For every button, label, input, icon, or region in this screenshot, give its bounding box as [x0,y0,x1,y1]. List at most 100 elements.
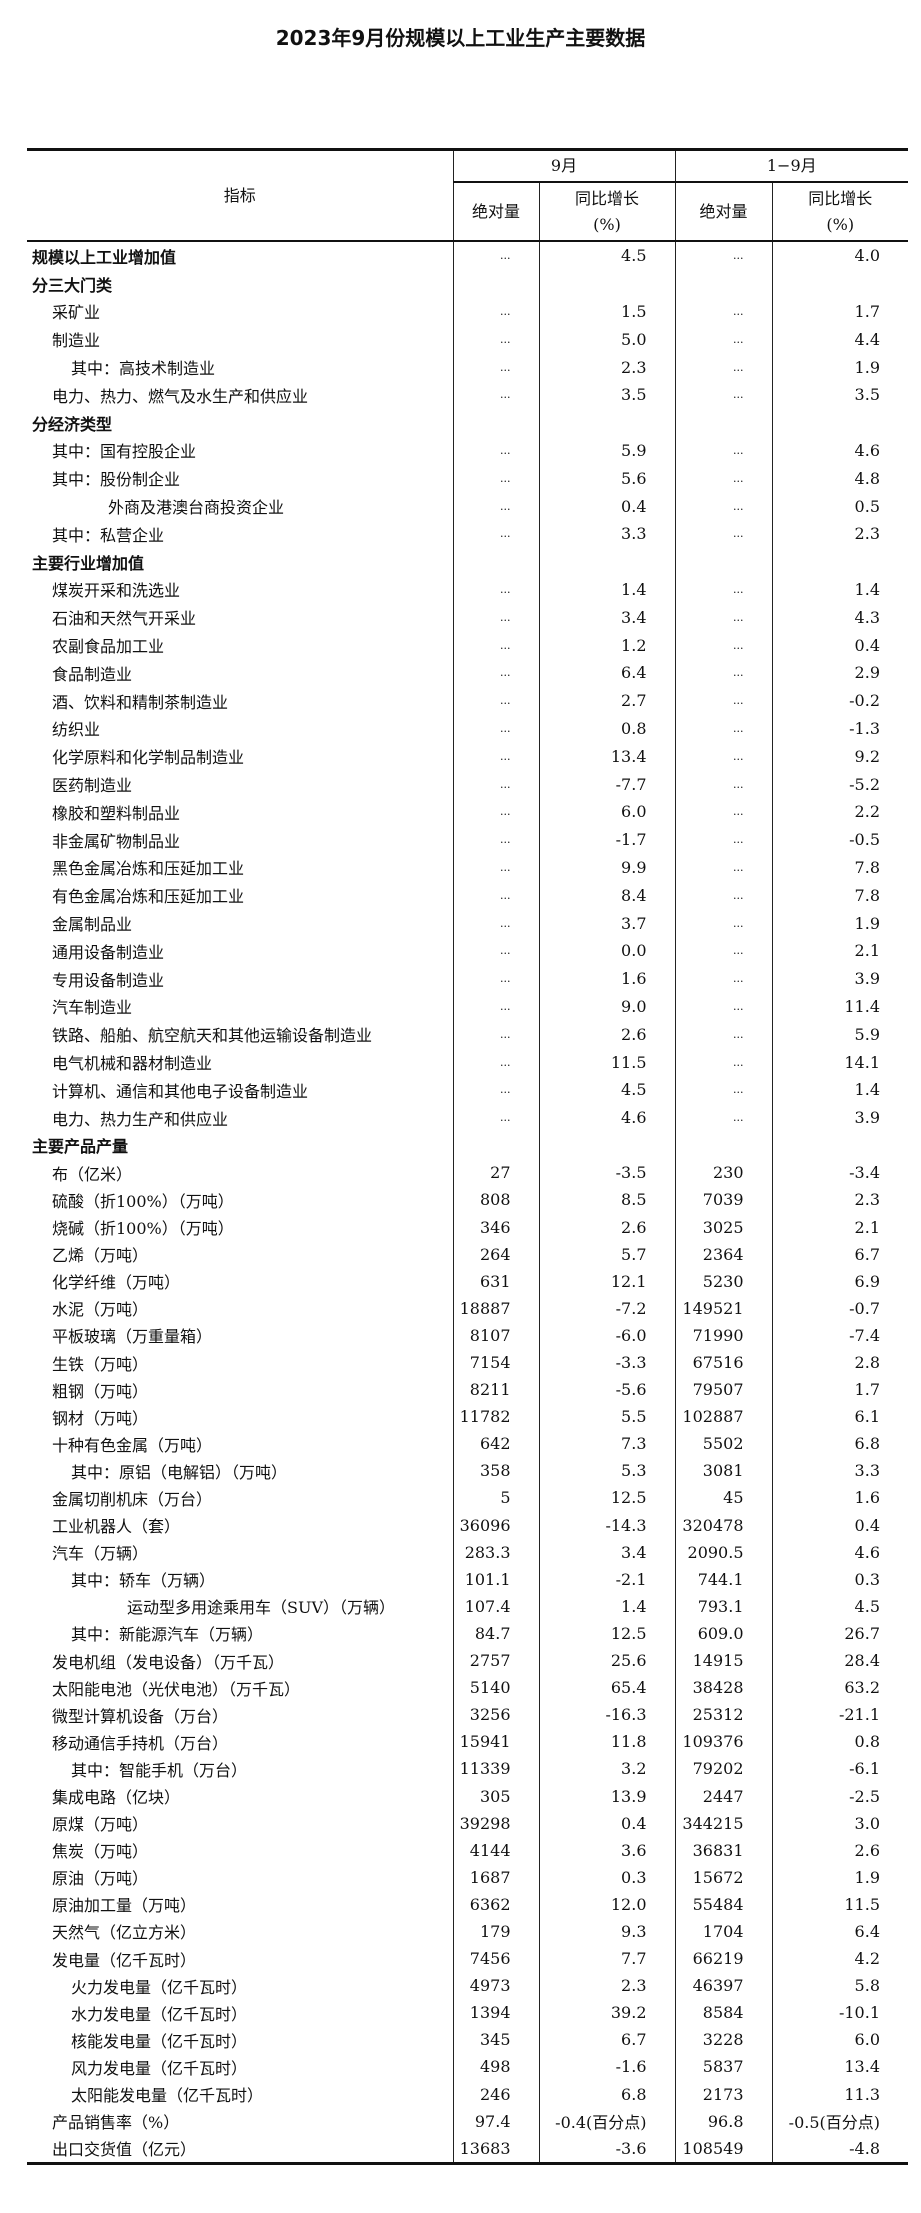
cell-sep-absolute: ... [452,658,539,687]
cell-ytd-yoy: 1.4 [771,575,908,604]
section-row: 分经济类型 [27,408,908,437]
cell-sep-absolute: 5 [452,1484,539,1512]
cell-sep-absolute: 15941 [452,1728,539,1756]
cell-ytd-absolute: 109376 [674,1728,772,1756]
cell-sep-absolute: 6362 [452,1890,539,1918]
header-indicator: 指标 [27,148,453,242]
cell-sep-yoy: 5.6 [538,464,675,493]
cell-sep-absolute: 7456 [452,1945,539,1973]
cell-ytd-absolute: ... [674,742,772,771]
table-row: 通用设备制造业... 0.0... 2.1 [27,936,908,965]
cell-ytd-yoy: 1.4 [771,1075,908,1104]
cell-ytd-yoy: -4.8 [771,2134,908,2165]
row-label: 制造业 [52,331,101,351]
cell-ytd-yoy: 28.4 [771,1646,908,1675]
cell-ytd-yoy: 0.5 [771,492,908,520]
cell-sep-yoy: 11.8 [538,1728,675,1756]
cell-sep-absolute: ... [452,964,539,993]
cell-sep-yoy: 2.6 [538,1020,675,1049]
cell-ytd-yoy: -0.5 [771,825,908,854]
cell-sep-yoy: 0.4 [538,1809,675,1837]
cell-sep-absolute: 36096 [452,1511,539,1539]
table-row: 金属制品业... 3.7... 1.9 [27,909,908,937]
cell-ytd-absolute: ... [674,492,772,520]
cell-ytd-yoy: 0.4 [771,631,908,659]
cell-sep-absolute: ... [452,464,539,493]
cell-ytd-absolute: 2090.5 [674,1538,772,1566]
cell-sep-absolute: ... [452,686,539,715]
cell-ytd-yoy: 3.5 [771,380,908,409]
row-label: 煤炭开采和洗选业 [52,581,181,601]
table-row: 水泥（万吨） 18887 -7.2 149521 -0.7 [27,1294,908,1322]
row-label: 通用设备制造业 [52,942,165,962]
cell-sep-yoy: 0.3 [538,1863,675,1891]
cell-sep-absolute: 246 [452,2080,539,2108]
cell-ytd-yoy: 3.9 [771,1103,908,1132]
row-label: 生铁（万吨） [52,1354,149,1374]
cell-sep-yoy: 2.3 [538,353,675,381]
cell-sep-yoy: -7.7 [538,770,675,798]
cell-sep-yoy: 3.4 [538,603,675,632]
row-label: 汽车制造业 [52,998,133,1018]
cell-ytd-absolute: ... [674,603,772,632]
cell-sep-yoy: 1.4 [538,575,675,604]
header-yoy-label: 同比增长 [808,188,873,208]
cell-ytd-absolute: ... [674,241,772,270]
cell-sep-yoy: 5.3 [538,1457,675,1485]
cell-ytd-absolute: ... [674,575,772,604]
cell-ytd-absolute: 25312 [674,1701,772,1729]
row-label: 粗钢（万吨） [52,1381,149,1401]
cell-ytd-absolute: 79507 [674,1376,772,1404]
row-label: 其中：原铝（电解铝）（万吨） [71,1462,288,1482]
cell-sep-absolute: 346 [452,1213,539,1241]
cell-ytd-absolute: 102887 [674,1403,772,1431]
cell-sep-absolute: 264 [452,1240,539,1268]
table-row: 其中：国有控股企业... 5.9... 4.6 [27,436,908,465]
cell-ytd-yoy: -0.2 [771,686,908,715]
cell-sep-absolute: 305 [452,1782,539,1810]
row-label: 钢材（万吨） [52,1408,149,1428]
header-yoy-label: 同比增长 [574,188,639,208]
cell-ytd-yoy: 11.3 [771,2080,908,2108]
cell-ytd-absolute: 3081 [674,1457,772,1485]
row-label: 纺织业 [52,720,101,740]
table-row: 其中：智能手机（万台） 11339 3.2 79202 -6.1 [27,1755,908,1783]
cell-ytd-absolute: ... [674,797,772,826]
cell-sep-yoy: 13.9 [538,1782,675,1810]
row-label: 硫酸（折100%）（万吨） [52,1191,234,1211]
cell-sep-absolute: 498 [452,2053,539,2081]
cell-sep-absolute: 808 [452,1186,539,1214]
cell-ytd-absolute: ... [674,825,772,854]
cell-sep-absolute: 7154 [452,1348,539,1377]
cell-ytd-yoy: -0.7 [771,1294,908,1322]
cell-sep-absolute: ... [452,881,539,910]
cell-ytd-absolute [674,1131,772,1160]
cell-ytd-yoy: 3.9 [771,964,908,993]
row-label: 原油（万吨） [52,1869,149,1889]
cell-sep-yoy: -14.3 [538,1511,675,1539]
cell-ytd-yoy: 1.6 [771,1484,908,1512]
cell-sep-absolute: 8107 [452,1321,539,1349]
section-row: 分三大门类 [27,269,908,298]
cell-ytd-absolute: 3228 [674,2026,772,2054]
cell-ytd-yoy: 3.3 [771,1457,908,1485]
cell-sep-yoy: 6.0 [538,797,675,826]
cell-ytd-yoy: 5.9 [771,1020,908,1049]
cell-sep-absolute: ... [452,631,539,659]
table-row: 计算机、通信和其他电子设备制造业... 4.5... 1.4 [27,1075,908,1104]
table-row: 粗钢（万吨） 8211 -5.6 79507 1.7 [27,1376,908,1404]
row-label: 运动型多用途乘用车（SUV）（万辆） [127,1598,396,1618]
cell-ytd-absolute [674,269,772,298]
row-label: 布（亿米） [52,1164,133,1184]
cell-sep-yoy: 7.3 [538,1430,675,1458]
cell-sep-yoy: -2.1 [538,1565,675,1593]
row-label: 风力发电量（亿千瓦时） [71,2058,248,2078]
table-row: 其中：私营企业... 3.3... 2.3 [27,519,908,548]
cell-ytd-yoy: 4.2 [771,1945,908,1973]
cell-sep-absolute: 11339 [452,1755,539,1783]
cell-sep-yoy: 1.5 [538,297,675,326]
cell-sep-absolute: 5140 [452,1674,539,1702]
cell-sep-absolute: 631 [452,1267,539,1295]
cell-ytd-absolute: ... [674,909,772,937]
cell-ytd-absolute: ... [674,853,772,882]
